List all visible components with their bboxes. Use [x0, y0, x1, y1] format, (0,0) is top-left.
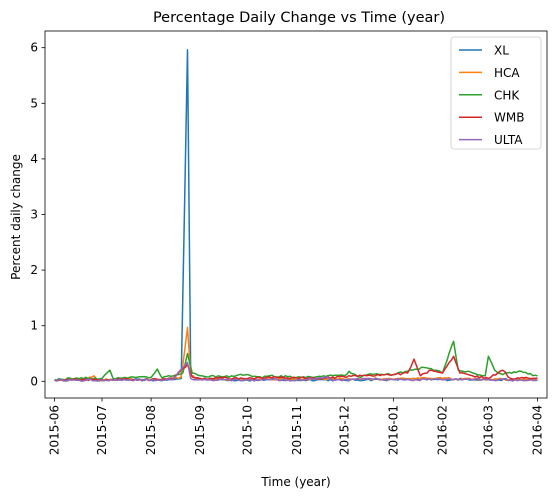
y-tick-label: 4 [30, 152, 38, 166]
y-tick-label: 3 [30, 208, 38, 222]
x-tick-label: 2016-03 [481, 405, 495, 455]
y-axis-label: Percent daily change [9, 154, 23, 280]
x-tick-label: 2015-08 [144, 405, 158, 455]
x-axis-label: Time (year) [260, 475, 330, 489]
x-tick-label: 2016-04 [530, 405, 544, 455]
x-tick-label: 2015-12 [337, 405, 351, 455]
legend-label-wmb: WMB [494, 111, 524, 125]
series-line-hca [54, 326, 538, 382]
chart-title: Percentage Daily Change vs Time (year) [153, 10, 445, 26]
y-tick-label: 0 [30, 374, 38, 388]
x-tick-label: 2015-11 [290, 405, 304, 455]
x-tick-label: 2015-06 [48, 405, 62, 455]
x-tick-label: 2016-02 [435, 405, 449, 455]
legend-label-xl: XL [494, 44, 509, 58]
x-tick-label: 2015-09 [193, 405, 207, 455]
legend-label-chk: CHK [494, 88, 520, 102]
y-tick-label: 6 [30, 41, 38, 55]
legend-box [450, 36, 542, 150]
x-tick-label: 2016-01 [386, 405, 400, 455]
series-layer [54, 49, 538, 382]
x-tick-label: 2015-10 [241, 405, 255, 455]
y-tick-label: 5 [30, 96, 38, 110]
legend-label-ulta: ULTA [494, 133, 523, 147]
y-tick-label: 1 [30, 319, 38, 333]
legend: XL HCA CHK WMB ULTA [450, 36, 542, 150]
ticks-layer: 0 1 2 3 4 5 6 2015-06 2015-07 2015-08 2015-09 2015-… [30, 41, 544, 455]
series-line-chk [54, 340, 538, 381]
series-line-wmb [54, 355, 538, 382]
y-tick-label: 2 [30, 263, 38, 277]
x-tick-label: 2015-07 [95, 405, 109, 455]
legend-label-hca: HCA [494, 66, 520, 80]
series-line-ulta [54, 361, 538, 382]
plot-frame [44, 30, 548, 399]
